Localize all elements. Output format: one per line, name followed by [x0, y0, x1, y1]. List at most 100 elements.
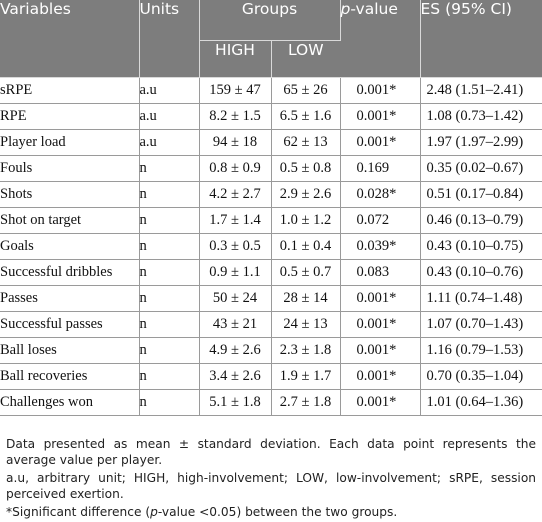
table-row: Player load a.u 94 ± 18 62 ± 13 0.001* 1.97 (…	[0, 128, 542, 156]
cell-variable: Player load	[0, 128, 140, 156]
table-row: Fouls n 0.8 ± 0.9 0.5 ± 0.8 0.169 0.35 (0.02–…	[0, 154, 542, 182]
footnote-data-presented: Data presented as mean ± standard deviat…	[6, 437, 536, 467]
cell-units: n	[138, 362, 200, 390]
cell-low: 62 ± 13	[270, 128, 341, 156]
cell-es: 1.08 (0.73–1.42)	[419, 102, 542, 130]
table-row: Ball loses n 4.9 ± 2.6 2.3 ± 1.8 0.001* 1.16 …	[0, 336, 542, 364]
table-row: Shots n 4.2 ± 2.7 2.9 ± 2.6 0.028* 0.51 (0.17…	[0, 180, 542, 208]
cell-low: 1.0 ± 1.2	[270, 206, 341, 234]
cell-high: 4.9 ± 2.6	[198, 336, 272, 364]
table-row: Successful passes n 43 ± 21 24 ± 13 0.001* 1.…	[0, 310, 542, 338]
cell-units: a.u	[138, 102, 200, 130]
table-row: Goals n 0.3 ± 0.5 0.1 ± 0.4 0.039* 0.43 (0.10…	[0, 232, 542, 260]
cell-low: 2.9 ± 2.6	[270, 180, 341, 208]
cell-variable: Passes	[0, 284, 140, 312]
cell-variable: Ball recoveries	[0, 362, 140, 390]
cell-units: n	[138, 232, 200, 260]
footnote-significance: *Significant difference (p-value <0.05) …	[6, 504, 536, 520]
header-variables: Variables	[0, 0, 140, 78]
cell-units: a.u	[138, 128, 200, 156]
cell-p-value: 0.001*	[339, 128, 421, 156]
cell-variable: RPE	[0, 102, 140, 130]
table-row: Successful dribbles n 0.9 ± 1.1 0.5 ± 0.7 0.…	[0, 258, 542, 286]
footnote-sig-prefix: *Significant difference (	[6, 505, 151, 519]
table-row: Challenges won n 5.1 ± 1.8 2.7 ± 1.8 0.001* 1…	[0, 388, 542, 416]
cell-low: 0.5 ± 0.8	[270, 154, 341, 182]
cell-high: 50 ± 24	[198, 284, 272, 312]
cell-units: n	[138, 284, 200, 312]
cell-low: 1.9 ± 1.7	[270, 362, 341, 390]
cell-p-value: 0.001*	[339, 76, 421, 104]
cell-es: 1.97 (1.97–2.99)	[419, 128, 542, 156]
cell-low: 2.3 ± 1.8	[270, 336, 341, 364]
cell-low: 24 ± 13	[270, 310, 341, 338]
cell-units: a.u	[138, 76, 200, 104]
cell-p-value: 0.001*	[339, 362, 421, 390]
cell-low: 28 ± 14	[270, 284, 341, 312]
footnote-sig-p: p	[150, 505, 158, 519]
cell-es: 0.51 (0.17–0.84)	[419, 180, 542, 208]
header-low: LOW	[271, 40, 341, 78]
cell-variable: Successful dribbles	[0, 258, 140, 286]
cell-high: 43 ± 21	[198, 310, 272, 338]
table-row: sRPE a.u 159 ± 47 65 ± 26 0.001* 2.48 (1.51–2…	[0, 76, 542, 104]
header-groups: Groups	[199, 0, 341, 41]
cell-es: 0.46 (0.13–0.79)	[419, 206, 542, 234]
table-row: Passes n 50 ± 24 28 ± 14 0.001* 1.11 (0.74–1.…	[0, 284, 542, 312]
cell-es: 1.16 (0.79–1.53)	[419, 336, 542, 364]
cell-low: 65 ± 26	[270, 76, 341, 104]
cell-p-value: 0.001*	[339, 310, 421, 338]
cell-p-value: 0.001*	[339, 284, 421, 312]
cell-low: 2.7 ± 1.8	[270, 388, 341, 416]
cell-p-value: 0.028*	[339, 180, 421, 208]
table-body: sRPE a.u 159 ± 47 65 ± 26 0.001* 2.48 (1.51–2…	[0, 76, 542, 416]
cell-p-value: 0.039*	[339, 232, 421, 260]
header-units: Units	[139, 0, 200, 78]
cell-es: 0.43 (0.10–0.76)	[419, 258, 542, 286]
cell-high: 8.2 ± 1.5	[198, 102, 272, 130]
results-table: Variables Units Groups p-value ES (95% C…	[0, 0, 542, 416]
cell-p-value: 0.001*	[339, 102, 421, 130]
header-high: HIGH	[199, 40, 272, 78]
cell-low: 0.1 ± 0.4	[270, 232, 341, 260]
cell-es: 1.01 (0.64–1.36)	[419, 388, 542, 416]
cell-high: 159 ± 47	[198, 76, 272, 104]
cell-variable: sRPE	[0, 76, 140, 104]
cell-units: n	[138, 180, 200, 208]
cell-es: 0.43 (0.10–0.75)	[419, 232, 542, 260]
cell-variable: Goals	[0, 232, 140, 260]
header-p-value: p-value	[340, 0, 421, 78]
header-p-suffix: -value	[350, 0, 398, 18]
cell-p-value: 0.072	[339, 206, 421, 234]
cell-units: n	[138, 388, 200, 416]
cell-variable: Shot on target	[0, 206, 140, 234]
table-row: Shot on target n 1.7 ± 1.4 1.0 ± 1.2 0.072 0.…	[0, 206, 542, 234]
cell-units: n	[138, 336, 200, 364]
cell-p-value: 0.169	[339, 154, 421, 182]
cell-es: 1.07 (0.70–1.43)	[419, 310, 542, 338]
cell-high: 3.4 ± 2.6	[198, 362, 272, 390]
cell-variable: Challenges won	[0, 388, 140, 416]
cell-p-value: 0.001*	[339, 336, 421, 364]
cell-es: 0.35 (0.02–0.67)	[419, 154, 542, 182]
cell-high: 94 ± 18	[198, 128, 272, 156]
cell-es: 1.11 (0.74–1.48)	[419, 284, 542, 312]
cell-units: n	[138, 206, 200, 234]
footnote-abbreviations: a.u, arbitrary unit; HIGH, high-involvem…	[6, 471, 536, 501]
cell-es: 2.48 (1.51–2.41)	[419, 76, 542, 104]
cell-p-value: 0.083	[339, 258, 421, 286]
table-footnotes: Data presented as mean ± standard deviat…	[6, 436, 536, 522]
cell-high: 5.1 ± 1.8	[198, 388, 272, 416]
cell-high: 0.3 ± 0.5	[198, 232, 272, 260]
cell-variable: Ball loses	[0, 336, 140, 364]
cell-units: n	[138, 258, 200, 286]
cell-low: 6.5 ± 1.6	[270, 102, 341, 130]
cell-variable: Shots	[0, 180, 140, 208]
cell-variable: Successful passes	[0, 310, 140, 338]
cell-variable: Fouls	[0, 154, 140, 182]
cell-units: n	[138, 310, 200, 338]
header-es: ES (95% CI)	[420, 0, 542, 78]
header-p-italic: p	[340, 0, 351, 18]
table-row: RPE a.u 8.2 ± 1.5 6.5 ± 1.6 0.001* 1.08 (0.73…	[0, 102, 542, 130]
footnote-sig-suffix: -value <0.05) between the two groups.	[157, 505, 398, 519]
